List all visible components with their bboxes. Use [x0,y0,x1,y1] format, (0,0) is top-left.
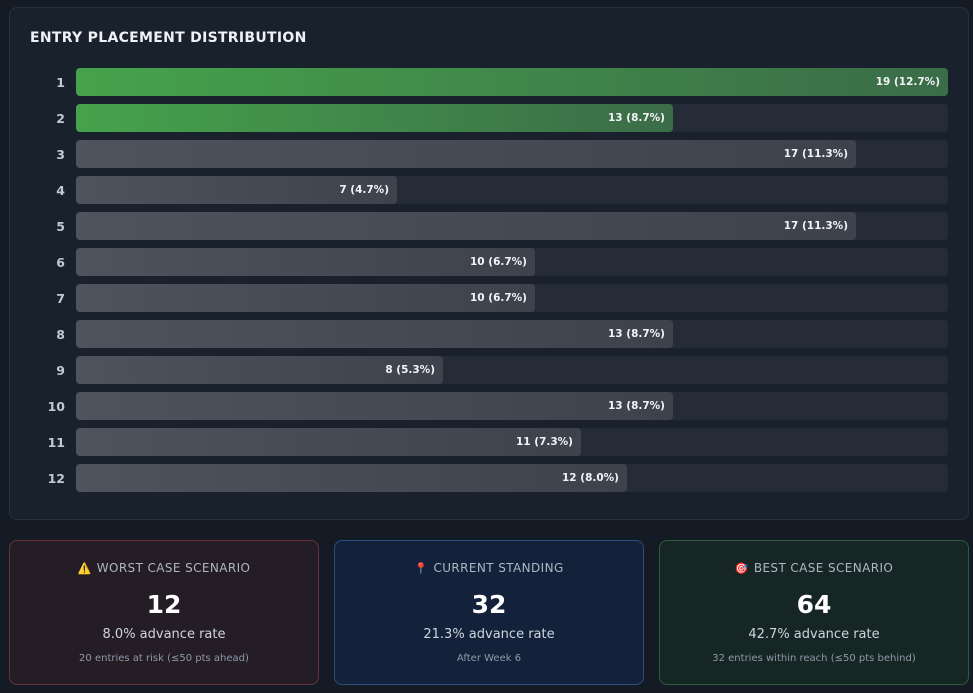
bar-track: 19 (12.7%) [76,68,948,96]
bar-track: 11 (7.3%) [76,428,948,456]
current-standing-note: After Week 6 [456,653,522,664]
bar-row: 3 17 (11.3%) [10,139,968,175]
category-label: 10 [47,399,65,414]
category-label: 3 [56,147,65,162]
bar-row: 11 11 (7.3%) [10,427,968,463]
bar: 12 (8.0%) [76,464,627,492]
bar-value-label: 12 (8.0%) [562,472,619,484]
bar-rows: 1 19 (12.7%) 2 13 (8.7%) 3 17 (11.3%) 4 7 (4.7%… [10,67,968,499]
current-standing-card: 📍 CURRENT STANDING 32 21.3% advance rate … [334,540,644,685]
pin-icon: 📍 [414,562,429,575]
bar: 13 (8.7%) [76,392,673,420]
bar-value-label: 17 (11.3%) [783,220,848,232]
best-case-note: 32 entries within reach (≤50 pts behind) [712,653,916,664]
current-standing-value: 32 [471,590,507,619]
bar: 8 (5.3%) [76,356,443,384]
bar-track: 10 (6.7%) [76,248,948,276]
bar-row: 7 10 (6.7%) [10,283,968,319]
bar-row: 12 12 (8.0%) [10,463,968,499]
bar-row: 10 13 (8.7%) [10,391,968,427]
target-icon: 🎯 [734,562,749,575]
worst-case-header: ⚠️ WORST CASE SCENARIO [10,561,318,575]
bar-row: 9 8 (5.3%) [10,355,968,391]
bar-track: 17 (11.3%) [76,212,948,240]
best-case-header: 🎯 BEST CASE SCENARIO [660,561,968,575]
category-label: 1 [56,75,65,90]
bar-row: 1 19 (12.7%) [10,67,968,103]
bar-track: 10 (6.7%) [76,284,948,312]
worst-case-note: 20 entries at risk (≤50 pts ahead) [79,653,249,664]
warning-icon: ⚠️ [77,562,92,575]
category-label: 9 [56,363,65,378]
bar: 10 (6.7%) [76,284,535,312]
worst-case-value: 12 [146,590,182,619]
category-label: 7 [56,291,65,306]
bar-row: 2 13 (8.7%) [10,103,968,139]
chart-title: ENTRY PLACEMENT DISTRIBUTION [30,30,307,46]
worst-case-title: WORST CASE SCENARIO [96,561,251,575]
bar-track: 12 (8.0%) [76,464,948,492]
category-label: 6 [56,255,65,270]
category-label: 5 [56,219,65,234]
bar-value-label: 13 (8.7%) [608,112,665,124]
bar-value-label: 11 (7.3%) [516,436,573,448]
bar-value-label: 17 (11.3%) [783,148,848,160]
current-standing-title: CURRENT STANDING [433,561,564,575]
bar: 13 (8.7%) [76,104,673,132]
bar-value-label: 10 (6.7%) [470,256,527,268]
category-label: 2 [56,111,65,126]
bar: 13 (8.7%) [76,320,673,348]
best-case-rate: 42.7% advance rate [748,627,880,642]
worst-case-rate: 8.0% advance rate [102,627,226,642]
current-standing-rate: 21.3% advance rate [423,627,555,642]
bar-value-label: 13 (8.7%) [608,400,665,412]
bar-row: 5 17 (11.3%) [10,211,968,247]
category-label: 12 [47,471,65,486]
bar-track: 13 (8.7%) [76,392,948,420]
bar-row: 4 7 (4.7%) [10,175,968,211]
bar-track: 13 (8.7%) [76,320,948,348]
category-label: 8 [56,327,65,342]
bar: 17 (11.3%) [76,212,856,240]
category-label: 11 [47,435,65,450]
bar: 10 (6.7%) [76,248,535,276]
placement-distribution-card: ENTRY PLACEMENT DISTRIBUTION 1 19 (12.7%)… [9,7,969,520]
bar-track: 7 (4.7%) [76,176,948,204]
best-case-card: 🎯 BEST CASE SCENARIO 64 42.7% advance rat… [659,540,969,685]
bar: 7 (4.7%) [76,176,397,204]
bar-value-label: 10 (6.7%) [470,292,527,304]
bar-row: 6 10 (6.7%) [10,247,968,283]
bar-value-label: 8 (5.3%) [385,364,435,376]
bar: 19 (12.7%) [76,68,948,96]
bar: 11 (7.3%) [76,428,581,456]
bar-value-label: 7 (4.7%) [339,184,389,196]
bar: 17 (11.3%) [76,140,856,168]
category-label: 4 [56,183,65,198]
bar-value-label: 19 (12.7%) [875,76,940,88]
bar-track: 8 (5.3%) [76,356,948,384]
bar-value-label: 13 (8.7%) [608,328,665,340]
best-case-title: BEST CASE SCENARIO [753,561,894,575]
current-standing-header: 📍 CURRENT STANDING [335,561,643,575]
bar-row: 8 13 (8.7%) [10,319,968,355]
bar-track: 13 (8.7%) [76,104,948,132]
worst-case-card: ⚠️ WORST CASE SCENARIO 12 8.0% advance ra… [9,540,319,685]
bar-track: 17 (11.3%) [76,140,948,168]
best-case-value: 64 [796,590,832,619]
